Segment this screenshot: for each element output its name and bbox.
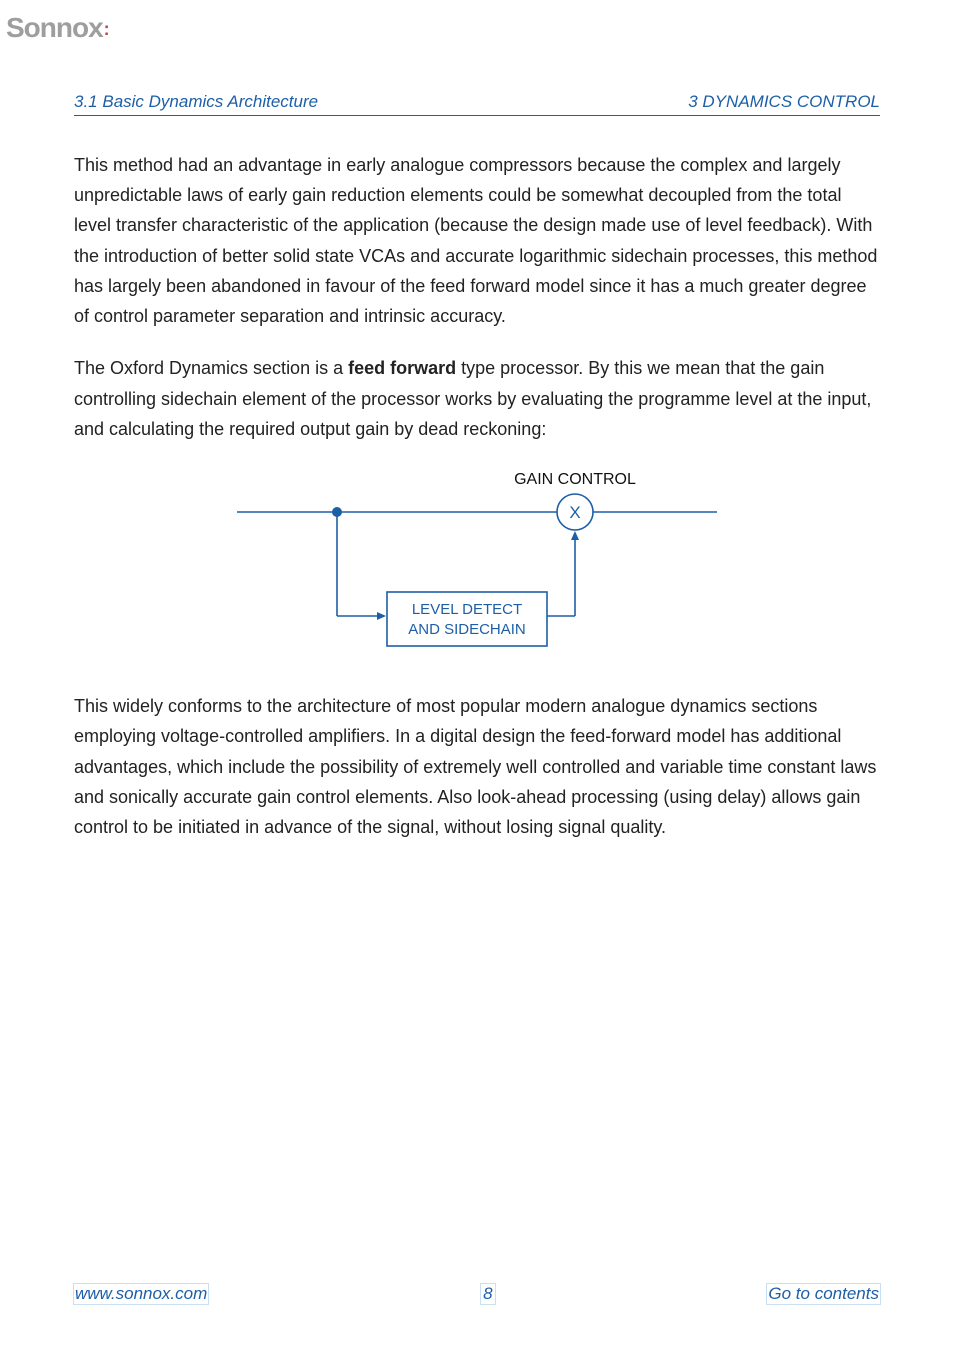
header-right: 3 DYNAMICS CONTROL — [688, 92, 880, 112]
p2-part-a: The Oxford Dynamics section is a — [74, 358, 348, 378]
paragraph-3: This widely conforms to the architecture… — [74, 691, 880, 842]
header-left: 3.1 Basic Dynamics Architecture — [74, 92, 318, 112]
paragraph-2: The Oxford Dynamics section is a feed fo… — [74, 353, 880, 444]
paragraph-1: This method had an advantage in early an… — [74, 150, 880, 331]
page-content: This method had an advantage in early an… — [74, 150, 880, 864]
p2-bold: feed forward — [348, 358, 456, 378]
diagram-title: GAIN CONTROL — [514, 471, 636, 488]
box-line2: AND SIDECHAIN — [408, 621, 526, 638]
box-line1: LEVEL DETECT — [412, 601, 522, 618]
diagram-svg: GAIN CONTROL X LEVEL DETECT AND SIDECHAI… — [227, 466, 727, 656]
feedforward-diagram: GAIN CONTROL X LEVEL DETECT AND SIDECHAI… — [227, 466, 727, 661]
gain-node-label: X — [569, 503, 580, 522]
logo-text: Sonnox — [6, 12, 103, 43]
logo-dots-icon: : — [104, 19, 108, 39]
footer-contents-link[interactable]: Go to contents — [767, 1284, 880, 1304]
page-footer: www.sonnox.com 8 Go to contents — [74, 1284, 880, 1304]
running-header: 3.1 Basic Dynamics Architecture 3 DYNAMI… — [74, 92, 880, 116]
brand-logo: Sonnox: — [6, 12, 108, 44]
page-number: 8 — [481, 1284, 494, 1304]
footer-website-link[interactable]: www.sonnox.com — [74, 1284, 208, 1304]
